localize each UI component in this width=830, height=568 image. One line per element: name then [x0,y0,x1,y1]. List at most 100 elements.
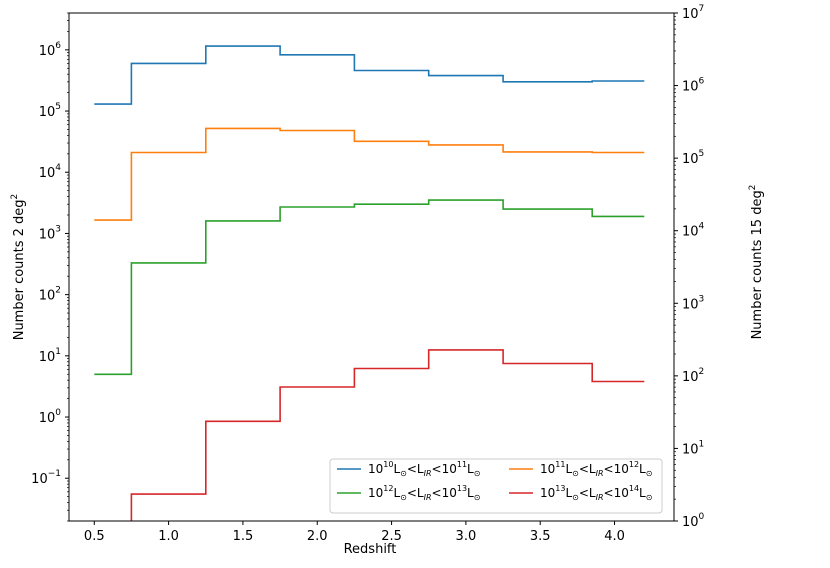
y-tick-exp: −1 [48,469,61,479]
legend-part: 10 [540,486,555,500]
legend-part: 11 [555,460,565,469]
x-tick-label: 1.0 [158,529,179,544]
legend-part: L [393,486,400,500]
x-tick-label: 1.5 [233,529,254,544]
legend-part: <L [579,462,596,476]
y-tick-label: 106 [39,41,62,59]
plot-frame [68,12,675,522]
legend-part: ⊙ [400,469,407,478]
legend-part: <10 [604,462,629,476]
y-right-tick-exp: 5 [699,149,705,159]
legend-part: ⊙ [400,493,407,502]
legend-label-1: 1010L⊙<LIR<1011L⊙ [368,460,480,478]
y-tick-base: 10 [39,166,56,181]
series-line-3 [94,199,645,376]
y-tick-exp: 1 [55,347,61,357]
y-tick-label: 103 [39,224,61,242]
legend-part: <L [407,462,424,476]
legend-part: <10 [604,486,629,500]
legend-part: ⊙ [646,469,653,478]
y-tick-label: 104 [39,163,62,181]
y-axis-label-sup: 2 [10,194,20,200]
legend-label-2: 1011L⊙<LIR<1012L⊙ [540,460,652,478]
legend-label-4: 1013L⊙<LIR<1014L⊙ [540,484,652,502]
y-right-tick-exp: 7 [699,4,705,14]
x-tick-label: 2.5 [381,529,402,544]
legend-part: 13 [555,484,565,493]
y-tick-exp: 4 [55,163,61,173]
legend: 1010L⊙<LIR<1011L⊙ 1011L⊙<LIR<1012L⊙1012L⊙… [329,458,663,514]
legend-part: L [565,486,572,500]
legend-part: IR [596,469,604,478]
y-right-tick-base: 10 [682,370,699,385]
legend-part: IR [424,469,432,478]
x-axis-label: Redshift [344,542,397,557]
legend-part: <L [407,486,424,500]
x-tick-label: 3.5 [530,529,551,544]
y-right-tick-base: 10 [682,515,699,530]
y-tick-base: 10 [39,350,56,365]
y-right-tick-base: 10 [682,225,699,240]
y-tick-label: 105 [39,102,61,120]
y-tick-exp: 5 [55,102,61,112]
y-tick-label: 100 [39,408,62,426]
x-tick-label: 4.0 [604,529,625,544]
y-right-tick-label: 100 [682,512,705,530]
y-right-tick-exp: 4 [699,222,705,232]
legend-frame [329,458,663,514]
y-right-tick-label: 101 [682,439,704,457]
legend-part: L [639,486,646,500]
legend-part: IR [424,493,432,502]
y-tick-exp: 3 [55,224,61,234]
series-line-4 [130,349,645,521]
y-right-tick-label: 104 [682,222,705,240]
y-right-tick-exp: 3 [699,294,705,304]
y-right-tick-base: 10 [682,7,699,22]
legend-part: ⊙ [646,493,653,502]
y-right-tick-exp: 2 [699,367,705,377]
x-axis-ticks: 0.5 1.0 1.5 2.0 2.5 3.0 3.5 4.0 [84,521,625,544]
legend-label-3: 1012L⊙<LIR<1013L⊙ [368,484,480,502]
legend-part: ⊙ [572,469,579,478]
y-tick-base: 10 [31,472,48,487]
y-right-tick-base: 10 [682,152,699,167]
y-right-tick-label: 106 [682,77,705,95]
y-tick-base: 10 [39,44,56,59]
y-tick-base: 10 [39,289,56,304]
legend-part: L [565,462,572,476]
legend-part: IR [596,493,604,502]
y-tick-label: 102 [39,286,61,304]
y-right-tick-base: 10 [682,442,699,457]
legend-part: 10 [383,460,393,469]
series-line-1 [94,45,645,105]
legend-part: L [639,462,646,476]
axes-layer [68,12,675,522]
y-tick-exp: 6 [55,41,61,51]
y-axis-right-label: Number counts 15 deg2 [748,185,765,340]
y-right-tick-label: 102 [682,367,704,385]
legend-part: 12 [629,460,639,469]
y-right-tick-label: 103 [682,294,704,312]
legend-part: 12 [383,484,393,493]
legend-part: <L [579,486,596,500]
y-right-tick-exp: 0 [699,512,705,522]
legend-part: 11 [457,460,467,469]
y-axis-label-main: Number counts 2 deg [12,199,27,340]
y-right-tick-exp: 6 [699,77,705,87]
legend-part: L [393,462,400,476]
x-tick-label: 0.5 [84,529,105,544]
legend-part: L [467,486,474,500]
legend-part: L [467,462,474,476]
y-tick-base: 10 [39,227,56,242]
y-axis-right-label-sup: 2 [748,185,758,191]
y-tick-base: 10 [39,105,56,120]
x-tick-label: 3.0 [456,529,477,544]
legend-part: ⊙ [474,493,481,502]
x-tick-label: 2.0 [307,529,328,544]
legend-part: <10 [432,462,457,476]
y-tick-base: 10 [39,411,56,426]
y-tick-label: 101 [39,347,61,365]
